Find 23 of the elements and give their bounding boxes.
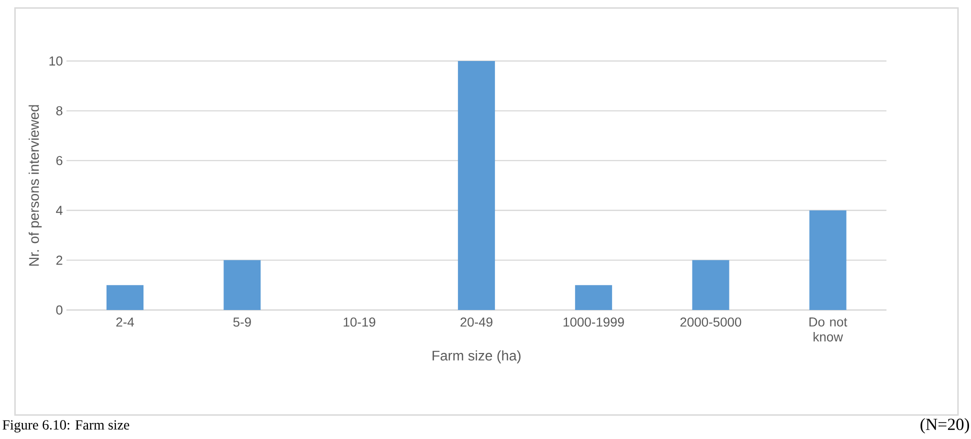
bar bbox=[575, 285, 612, 310]
y-tick-label: 0 bbox=[56, 305, 62, 315]
y-tick-label: 10 bbox=[50, 56, 62, 66]
y-tick-label: 4 bbox=[56, 206, 63, 215]
y-axis-title: Nr. of persons interviewed bbox=[28, 105, 42, 266]
x-tick-label: 1000-1999 bbox=[564, 318, 624, 327]
x-tick-label: 5-9 bbox=[233, 318, 251, 327]
y-tick-label: 6 bbox=[56, 156, 62, 166]
y-tick-label: 8 bbox=[56, 106, 62, 116]
x-tick-label: 10-19 bbox=[344, 318, 376, 327]
x-axis-title: Farm size (ha) bbox=[432, 350, 521, 364]
bar bbox=[692, 260, 730, 310]
x-tick-label: 20-49 bbox=[460, 318, 492, 327]
x-tick-label: 2-4 bbox=[116, 318, 134, 327]
caption: Figure 6.10: Farm size bbox=[2, 420, 130, 432]
bar bbox=[224, 260, 261, 310]
bar bbox=[809, 210, 846, 310]
bar bbox=[106, 285, 144, 310]
bar bbox=[458, 60, 495, 310]
y-tick-label: 2 bbox=[56, 256, 62, 265]
x-tick-label: Do not know bbox=[809, 318, 848, 342]
text: (N=20) bbox=[920, 418, 970, 434]
x-tick-label: 2000-5000 bbox=[680, 318, 742, 327]
